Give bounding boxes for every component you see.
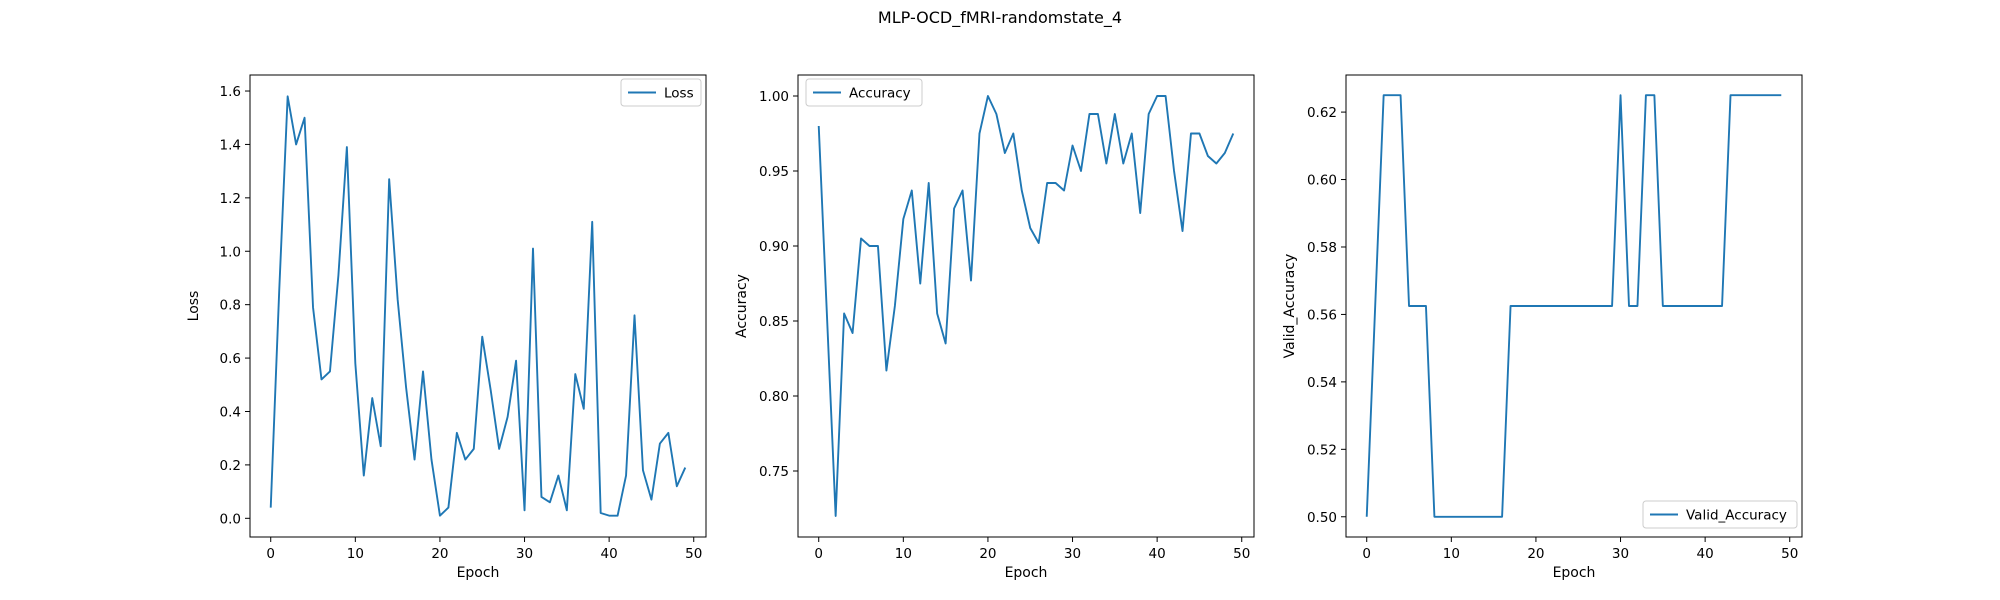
x-axis-label: Epoch xyxy=(1553,565,1596,581)
y-tick-label: 0.6 xyxy=(220,351,241,367)
y-tick-label: 0.75 xyxy=(759,464,789,480)
y-tick-label: 0.50 xyxy=(1307,510,1337,526)
y-axis-label: Accuracy xyxy=(734,274,750,338)
x-tick-label: 30 xyxy=(516,546,533,562)
legend-label: Loss xyxy=(664,86,694,102)
axes-frame xyxy=(797,74,1255,538)
y-tick-label: 0.0 xyxy=(220,511,241,527)
x-tick-label: 50 xyxy=(1233,546,1250,562)
y-axis-label: Valid_Accuracy xyxy=(1282,254,1298,359)
y-tick-label: 0.62 xyxy=(1307,105,1337,121)
y-tick-label: 0.90 xyxy=(759,239,789,255)
y-axis-label: Loss xyxy=(186,291,202,322)
subplot-2: 0 10 20 30 40 50 0.75 0.80 0.85 0.90 0.95 1.00 Epoch… xyxy=(734,74,1255,581)
y-tick-label: 0.2 xyxy=(220,458,241,474)
subplots: 0 10 20 30 40 50 0.0 0.2 0.4 0.6 0.8 1.0 1.2 1.4 1.6 Ep… xyxy=(186,74,1803,581)
legend-box xyxy=(805,78,923,107)
x-tick-label: 50 xyxy=(1781,546,1798,562)
y-tick-label: 1.0 xyxy=(220,244,241,260)
legend-label: Accuracy xyxy=(849,86,911,102)
series-line-loss xyxy=(269,95,687,517)
x-tick-label: 0 xyxy=(814,546,823,562)
series-line-valid-accuracy xyxy=(1365,94,1782,518)
series-line-accuracy xyxy=(817,95,1235,517)
y-tick-label: 0.54 xyxy=(1307,375,1337,391)
x-tick-label: 10 xyxy=(895,546,912,562)
subplot-3: 0 10 20 30 40 50 0.50 0.52 0.54 0.56 0.58 0.60 0.62 E… xyxy=(1282,74,1803,581)
x-axis-label: Epoch xyxy=(457,565,500,581)
x-tick-label: 30 xyxy=(1064,546,1081,562)
legend: Accuracy xyxy=(805,78,923,107)
y-tick-label: 0.60 xyxy=(1307,173,1337,189)
x-tick-label: 0 xyxy=(266,546,275,562)
y-tick-label: 0.85 xyxy=(759,314,789,330)
legend: Valid_Accuracy xyxy=(1642,500,1798,529)
y-tick-label: 0.52 xyxy=(1307,442,1337,458)
legend-box xyxy=(620,78,702,107)
axes-frame xyxy=(249,74,707,538)
x-tick-label: 10 xyxy=(1443,546,1460,562)
legend-label: Valid_Accuracy xyxy=(1686,508,1787,524)
x-tick-label: 40 xyxy=(1149,546,1166,562)
y-tick-label: 1.2 xyxy=(220,191,241,207)
y-tick-label: 0.95 xyxy=(759,164,789,180)
x-tick-label: 20 xyxy=(979,546,996,562)
figure-title: MLP-OCD_fMRI-randomstate_4 xyxy=(878,8,1122,28)
y-tick-label: 0.58 xyxy=(1307,240,1337,256)
x-tick-label: 0 xyxy=(1362,546,1371,562)
legend-box xyxy=(1642,500,1798,529)
subplot-1: 0 10 20 30 40 50 0.0 0.2 0.4 0.6 0.8 1.0 1.2 1.4 1.6 Ep… xyxy=(186,74,707,581)
y-tick-label: 1.4 xyxy=(220,137,241,153)
x-tick-label: 30 xyxy=(1612,546,1629,562)
x-axis-label: Epoch xyxy=(1005,565,1048,581)
y-tick-label: 1.6 xyxy=(220,84,241,100)
x-tick-label: 50 xyxy=(685,546,702,562)
x-tick-label: 20 xyxy=(431,546,448,562)
y-tick-label: 0.8 xyxy=(220,298,241,314)
y-tick-label: 0.4 xyxy=(220,404,241,420)
y-tick-label: 0.80 xyxy=(759,389,789,405)
y-tick-label: 1.00 xyxy=(759,89,789,105)
x-tick-label: 40 xyxy=(601,546,618,562)
x-tick-label: 40 xyxy=(1697,546,1714,562)
y-tick-label: 0.56 xyxy=(1307,307,1337,323)
x-tick-label: 20 xyxy=(1527,546,1544,562)
axes-frame xyxy=(1345,74,1803,538)
x-tick-label: 10 xyxy=(347,546,364,562)
legend: Loss xyxy=(620,78,702,107)
